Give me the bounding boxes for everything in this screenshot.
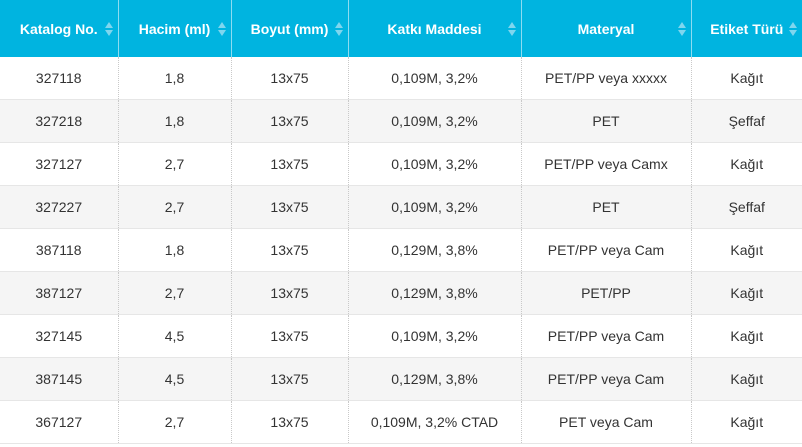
katki-maddesi-cell: 0,109M, 3,2% [348, 142, 522, 186]
hacim-cell: 2,7 [118, 271, 232, 315]
table-row: 327227 2,7 13x75 0,109M, 3,2% PET Şeffaf [0, 185, 802, 229]
boyut-cell: 13x75 [231, 400, 349, 444]
sort-icon[interactable] [104, 21, 113, 36]
katalog-no-cell: 327145 [0, 314, 119, 358]
etiket-turu-cell: Kağıt [691, 357, 802, 401]
sort-icon[interactable] [334, 21, 343, 36]
katalog-no-cell: 327218 [0, 99, 119, 143]
hacim-cell: 4,5 [118, 314, 232, 358]
katalog-no-cell: 387118 [0, 228, 119, 272]
materyal-cell: PET veya Cam [521, 400, 692, 444]
sort-icon[interactable] [507, 21, 516, 36]
hacim-cell: 1,8 [118, 57, 232, 100]
katalog-no-cell: 367127 [0, 400, 119, 444]
materyal-cell: PET/PP [521, 271, 692, 315]
table-row: 327145 4,5 13x75 0,109M, 3,2% PET/PP veya Ca… [0, 314, 802, 358]
materyal-cell: PET/PP veya Cam [521, 228, 692, 272]
column-header-boyut[interactable]: Boyut (mm) [231, 0, 349, 57]
katki-maddesi-cell: 0,109M, 3,2% [348, 185, 522, 229]
hacim-cell: 1,8 [118, 228, 232, 272]
materyal-cell: PET [521, 185, 692, 229]
boyut-cell: 13x75 [231, 228, 349, 272]
katki-maddesi-cell: 0,109M, 3,2% CTAD [348, 400, 522, 444]
sort-icon[interactable] [217, 21, 226, 36]
column-header-label: Materyal [577, 20, 635, 37]
katalog-no-cell: 387127 [0, 271, 119, 315]
katki-maddesi-cell: 0,109M, 3,2% [348, 57, 522, 100]
column-header-materyal[interactable]: Materyal [521, 0, 692, 57]
katki-maddesi-cell: 0,109M, 3,2% [348, 99, 522, 143]
hacim-cell: 4,5 [118, 357, 232, 401]
katalog-no-cell: 387145 [0, 357, 119, 401]
column-header-label: Katkı Maddesi [387, 20, 482, 37]
table-row: 387145 4,5 13x75 0,129M, 3,8% PET/PP veya Ca… [0, 357, 802, 401]
materyal-cell: PET [521, 99, 692, 143]
table-row: 387118 1,8 13x75 0,129M, 3,8% PET/PP veya Ca… [0, 228, 802, 272]
etiket-turu-cell: Kağıt [691, 57, 802, 100]
column-header-katki-maddesi[interactable]: Katkı Maddesi [348, 0, 522, 57]
etiket-turu-cell: Kağıt [691, 314, 802, 358]
table-body: 327118 1,8 13x75 0,109M, 3,2% PET/PP veya xx… [0, 57, 802, 444]
etiket-turu-cell: Kağıt [691, 400, 802, 444]
katalog-no-cell: 327227 [0, 185, 119, 229]
sort-icon[interactable] [789, 21, 797, 36]
table-row: 327127 2,7 13x75 0,109M, 3,2% PET/PP veya Ca… [0, 142, 802, 186]
boyut-cell: 13x75 [231, 57, 349, 100]
table-row: 387127 2,7 13x75 0,129M, 3,8% PET/PP Kağıt [0, 271, 802, 315]
column-header-katalog-no[interactable]: Katalog No. [0, 0, 119, 57]
boyut-cell: 13x75 [231, 99, 349, 143]
hacim-cell: 1,8 [118, 99, 232, 143]
boyut-cell: 13x75 [231, 314, 349, 358]
etiket-turu-cell: Kağıt [691, 142, 802, 186]
table-row: 327118 1,8 13x75 0,109M, 3,2% PET/PP veya xx… [0, 57, 802, 100]
table-row: 327218 1,8 13x75 0,109M, 3,2% PET Şeffaf [0, 99, 802, 143]
katalog-no-cell: 327127 [0, 142, 119, 186]
materyal-cell: PET/PP veya Camx [521, 142, 692, 186]
materyal-cell: PET/PP veya Cam [521, 357, 692, 401]
katki-maddesi-cell: 0,129M, 3,8% [348, 271, 522, 315]
hacim-cell: 2,7 [118, 185, 232, 229]
materyal-cell: PET/PP veya xxxxx [521, 57, 692, 100]
column-header-label: Hacim (ml) [138, 20, 211, 37]
column-header-hacim[interactable]: Hacim (ml) [118, 0, 232, 57]
table-header: Katalog No. Hacim (ml) Boyut (mm) Katkı … [0, 0, 802, 57]
column-header-label: Etiket Türü [710, 20, 784, 37]
boyut-cell: 13x75 [231, 357, 349, 401]
etiket-turu-cell: Şeffaf [691, 99, 802, 143]
katki-maddesi-cell: 0,109M, 3,2% [348, 314, 522, 358]
boyut-cell: 13x75 [231, 271, 349, 315]
table-row: 367127 2,7 13x75 0,109M, 3,2% CTAD PET veya … [0, 400, 802, 444]
katki-maddesi-cell: 0,129M, 3,8% [348, 228, 522, 272]
etiket-turu-cell: Şeffaf [691, 185, 802, 229]
column-header-label: Boyut (mm) [250, 20, 329, 37]
katalog-no-cell: 327118 [0, 57, 119, 100]
column-header-etiket-turu[interactable]: Etiket Türü [691, 0, 802, 57]
katki-maddesi-cell: 0,129M, 3,8% [348, 357, 522, 401]
etiket-turu-cell: Kağıt [691, 228, 802, 272]
boyut-cell: 13x75 [231, 185, 349, 229]
boyut-cell: 13x75 [231, 142, 349, 186]
header-row: Katalog No. Hacim (ml) Boyut (mm) Katkı … [0, 0, 802, 57]
materyal-cell: PET/PP veya Cam [521, 314, 692, 358]
column-header-label: Katalog No. [19, 20, 98, 37]
hacim-cell: 2,7 [118, 400, 232, 444]
hacim-cell: 2,7 [118, 142, 232, 186]
etiket-turu-cell: Kağıt [691, 271, 802, 315]
sort-icon[interactable] [677, 21, 686, 36]
